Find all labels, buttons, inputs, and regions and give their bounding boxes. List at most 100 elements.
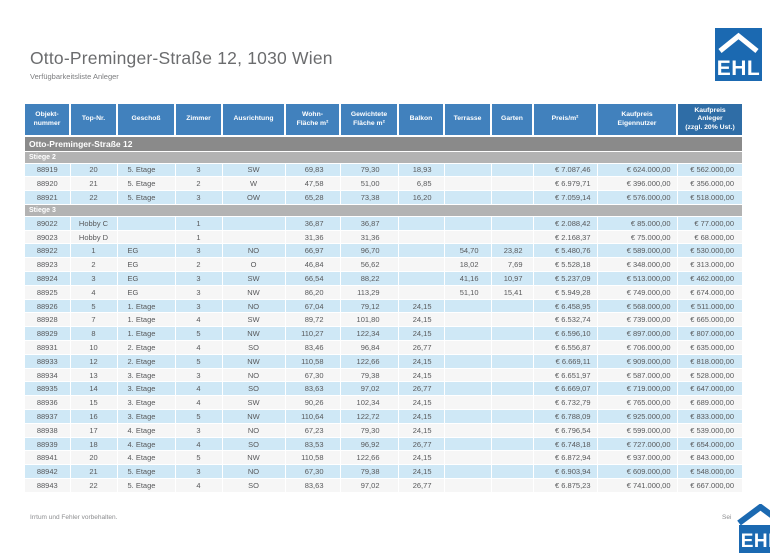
cell: 3 bbox=[175, 190, 223, 205]
cell: € 5.949,28 bbox=[533, 285, 598, 300]
page-number-text: Sei bbox=[722, 514, 732, 521]
cell: 122,72 bbox=[340, 409, 399, 424]
cell: 5 bbox=[70, 299, 118, 314]
cell bbox=[491, 464, 534, 480]
column-header: Objekt-nummer bbox=[25, 104, 71, 137]
table-row: 88939 18 4. Etage 4 SO 83,53 96,92 26,77 € 6.748… bbox=[25, 437, 742, 452]
cell: 5 bbox=[175, 450, 223, 466]
cell: 20 bbox=[70, 450, 118, 466]
cell bbox=[444, 216, 492, 231]
cell: € 689.000,00 bbox=[677, 395, 742, 411]
cell: € 513.000,00 bbox=[597, 271, 678, 286]
cell: 83,63 bbox=[285, 478, 341, 493]
cell: 88933 bbox=[25, 354, 71, 369]
cell bbox=[444, 312, 492, 328]
cell: € 511.000,00 bbox=[677, 299, 742, 314]
cell: € 568.000,00 bbox=[597, 299, 678, 314]
table-header-row: Objekt-nummer Top-Nr. Geschoß Zimmer Ausrich… bbox=[25, 104, 742, 137]
cell: 5. Etage bbox=[117, 163, 176, 178]
cell: € 313.000,00 bbox=[677, 257, 742, 273]
cell: € 348.000,00 bbox=[597, 257, 678, 273]
cell: 79,38 bbox=[340, 464, 399, 480]
cell: SO bbox=[222, 437, 286, 452]
cell bbox=[444, 409, 492, 424]
cell: 83,63 bbox=[285, 381, 341, 397]
table-row: 88924 3 EG 3 SW 66,54 88,22 41,16 10,97 € 5.237,0… bbox=[25, 271, 742, 286]
cell: 3. Etage bbox=[117, 368, 176, 383]
cell: 24,15 bbox=[398, 450, 445, 466]
column-header: Balkon bbox=[398, 104, 445, 137]
cell: 122,66 bbox=[340, 450, 399, 466]
cell: 88941 bbox=[25, 450, 71, 466]
cell bbox=[444, 340, 492, 355]
cell bbox=[491, 312, 534, 328]
cell bbox=[491, 176, 534, 192]
cell: € 85.000,00 bbox=[597, 216, 678, 231]
cell bbox=[398, 271, 445, 286]
cell: NO bbox=[222, 299, 286, 314]
cell: 110,64 bbox=[285, 409, 341, 424]
cell: € 843.000,00 bbox=[677, 450, 742, 466]
cell: € 654.000,00 bbox=[677, 437, 742, 452]
cell: 88920 bbox=[25, 176, 71, 192]
section-row: Otto-Preminger-Straße 12 bbox=[25, 136, 742, 152]
cell: 5. Etage bbox=[117, 176, 176, 192]
cell: 102,34 bbox=[340, 395, 399, 411]
cell: 89,72 bbox=[285, 312, 341, 328]
group-label: Stiege 3 bbox=[25, 204, 742, 217]
cell: € 6.796,54 bbox=[533, 423, 598, 438]
cell: 24,15 bbox=[398, 409, 445, 424]
cell bbox=[491, 395, 534, 411]
cell bbox=[398, 230, 445, 245]
cell: 36,87 bbox=[285, 216, 341, 231]
cell: 1 bbox=[175, 230, 223, 245]
cell: 4 bbox=[175, 381, 223, 397]
cell: € 925.000,00 bbox=[597, 409, 678, 424]
cell: SW bbox=[222, 395, 286, 411]
page-title: Otto-Preminger-Straße 12, 1030 Wien bbox=[30, 48, 333, 68]
cell: Hobby D bbox=[70, 230, 118, 245]
cell: 67,30 bbox=[285, 464, 341, 480]
cell: € 2.088,42 bbox=[533, 216, 598, 231]
cell: € 75.000,00 bbox=[597, 230, 678, 245]
cell: 122,34 bbox=[340, 326, 399, 342]
cell: NO bbox=[222, 243, 286, 259]
svg-text:EHL: EHL bbox=[741, 531, 770, 552]
cell bbox=[444, 423, 492, 438]
cell: 24,15 bbox=[398, 368, 445, 383]
cell: 88936 bbox=[25, 395, 71, 411]
cell: 88943 bbox=[25, 478, 71, 493]
cell: 3 bbox=[175, 368, 223, 383]
cell: 89023 bbox=[25, 230, 71, 245]
cell bbox=[444, 230, 492, 245]
cell: NW bbox=[222, 450, 286, 466]
cell: € 589.000,00 bbox=[597, 243, 678, 259]
cell bbox=[444, 450, 492, 466]
cell: € 5.480,76 bbox=[533, 243, 598, 259]
cell: € 6.651,97 bbox=[533, 368, 598, 383]
table-row: 88935 14 3. Etage 4 SO 83,63 97,02 26,77 € 6.669… bbox=[25, 381, 742, 397]
cell: € 727.000,00 bbox=[597, 437, 678, 452]
cell bbox=[117, 230, 176, 245]
table-row: 88931 10 2. Etage 4 SO 83,46 96,84 26,77 € 6.556… bbox=[25, 340, 742, 355]
cell bbox=[444, 395, 492, 411]
cell: € 897.000,00 bbox=[597, 326, 678, 342]
cell: SO bbox=[222, 340, 286, 355]
cell: 41,16 bbox=[444, 271, 492, 286]
cell: O bbox=[222, 257, 286, 273]
cell bbox=[444, 163, 492, 178]
cell: 18 bbox=[70, 437, 118, 452]
table-row: 88919 20 5. Etage 3 SW 69,83 79,30 18,93 € 7.087… bbox=[25, 163, 742, 178]
cell: 26,77 bbox=[398, 478, 445, 493]
cell bbox=[491, 326, 534, 342]
ehl-logo-icon: EHL bbox=[737, 504, 770, 553]
table-row: 89022 Hobby C 1 36,87 36,87 € 2.088,42 € 85.00… bbox=[25, 216, 742, 231]
cell: 1. Etage bbox=[117, 299, 176, 314]
cell: 3 bbox=[70, 271, 118, 286]
cell: € 739.000,00 bbox=[597, 312, 678, 328]
cell: € 6.788,09 bbox=[533, 409, 598, 424]
cell bbox=[491, 423, 534, 438]
availability-table: Objekt-nummer Top-Nr. Geschoß Zimmer Ausrich… bbox=[25, 104, 742, 493]
cell: 88938 bbox=[25, 423, 71, 438]
cell: € 5.237,09 bbox=[533, 271, 598, 286]
